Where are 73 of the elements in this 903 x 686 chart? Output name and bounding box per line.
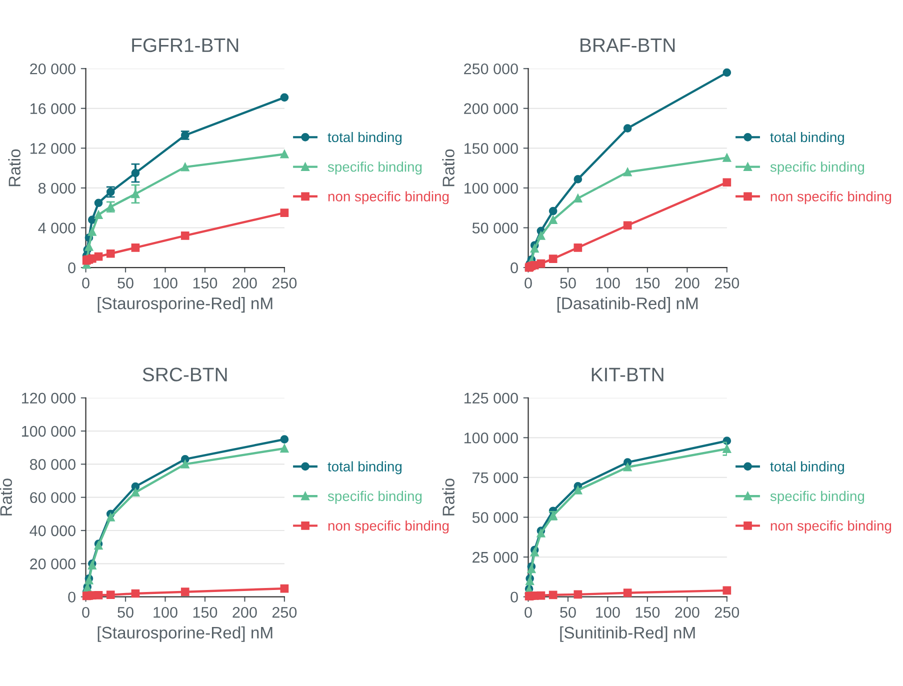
chart-title: FGFR1-BTN [132, 38, 238, 52]
y-tick-label: 50 000 [472, 222, 518, 234]
x-tick-label: 50 [118, 278, 134, 288]
y-axis-title: Ratio [442, 478, 454, 516]
y-tick-label: 50 000 [472, 512, 518, 523]
x-tick-label: 200 [232, 278, 257, 288]
legend-label: specific binding [770, 490, 864, 504]
x-tick-label: 50 [560, 606, 576, 618]
y-tick-label: 0 [510, 262, 518, 274]
x-tick-label: 0 [82, 606, 90, 618]
chart-title: SRC-BTN [142, 368, 227, 382]
y-tick-label: 200 000 [464, 103, 518, 114]
y-tick-label: 250 000 [464, 63, 518, 74]
x-tick-label: 100 [154, 606, 178, 618]
x-axis-title: [Staurosporine-Red] nM [98, 626, 272, 642]
x-tick-label: 100 [154, 278, 178, 288]
x-axis-title: [Sunitinib-Red] nM [560, 626, 695, 642]
x-tick-label: 100 [596, 278, 620, 288]
x-tick-label: 150 [636, 278, 660, 288]
x-tick-label: 50 [118, 606, 134, 618]
y-tick-label: 4 000 [38, 222, 76, 234]
x-tick-label: 150 [193, 606, 218, 618]
legend-label: specific binding [328, 490, 422, 504]
legend-label: non specific binding [770, 520, 892, 534]
y-tick-label: 100 000 [464, 182, 518, 194]
x-tick-label: 0 [82, 278, 90, 288]
y-tick-label: 20 000 [30, 63, 76, 74]
y-tick-label: 8 000 [38, 182, 76, 194]
y-tick-label: 80 000 [30, 459, 76, 470]
y-tick-label: 120 000 [22, 392, 76, 404]
legend-label: non specific binding [770, 191, 892, 204]
x-tick-label: 0 [524, 278, 532, 288]
y-tick-label: 60 000 [30, 492, 76, 504]
chart-title: KIT-BTN [592, 368, 664, 382]
legend-label: non specific binding [328, 520, 449, 534]
x-axis-title: [Staurosporine-Red] nM [98, 297, 272, 313]
y-tick-label: 75 000 [472, 472, 518, 484]
y-tick-label: 12 000 [30, 143, 76, 154]
x-tick-label: 250 [714, 606, 740, 618]
x-tick-label: 150 [193, 278, 218, 288]
x-axis-title: [Dasatinib-Red] nM [557, 297, 698, 313]
legend-label: total binding [328, 132, 402, 145]
x-tick-label: 200 [675, 278, 700, 288]
x-tick-label: 250 [272, 278, 297, 288]
x-tick-label: 200 [675, 606, 700, 618]
y-tick-label: 16 000 [30, 103, 76, 114]
y-tick-label: 125 000 [464, 392, 518, 404]
y-axis-title: Ratio [0, 478, 12, 516]
legend-label: non specific binding [328, 191, 449, 204]
legend-label: specific binding [770, 162, 864, 175]
x-tick-label: 200 [232, 606, 257, 618]
legend-label: total binding [770, 461, 844, 474]
y-tick-label: 0 [68, 262, 76, 274]
y-tick-label: 0 [510, 592, 518, 603]
y-tick-label: 0 [68, 592, 76, 603]
y-tick-label: 150 000 [464, 143, 518, 154]
x-tick-label: 50 [560, 278, 576, 288]
legend-label: total binding [328, 461, 402, 474]
y-tick-label: 40 000 [30, 525, 76, 536]
y-tick-label: 25 000 [472, 552, 518, 563]
x-tick-label: 250 [272, 606, 297, 618]
y-tick-label: 100 000 [22, 426, 76, 437]
y-axis-title: Ratio [8, 149, 20, 186]
y-tick-label: 100 000 [464, 432, 518, 444]
x-tick-label: 100 [596, 606, 620, 618]
x-tick-label: 0 [524, 606, 532, 618]
y-tick-label: 20 000 [30, 558, 76, 570]
chart-title: BRAF-BTN [580, 38, 675, 52]
x-tick-label: 150 [636, 606, 660, 618]
x-tick-label: 250 [714, 278, 740, 288]
y-axis-title: Ratio [442, 149, 454, 186]
legend-label: total binding [770, 132, 844, 145]
legend-label: specific binding [328, 162, 422, 175]
